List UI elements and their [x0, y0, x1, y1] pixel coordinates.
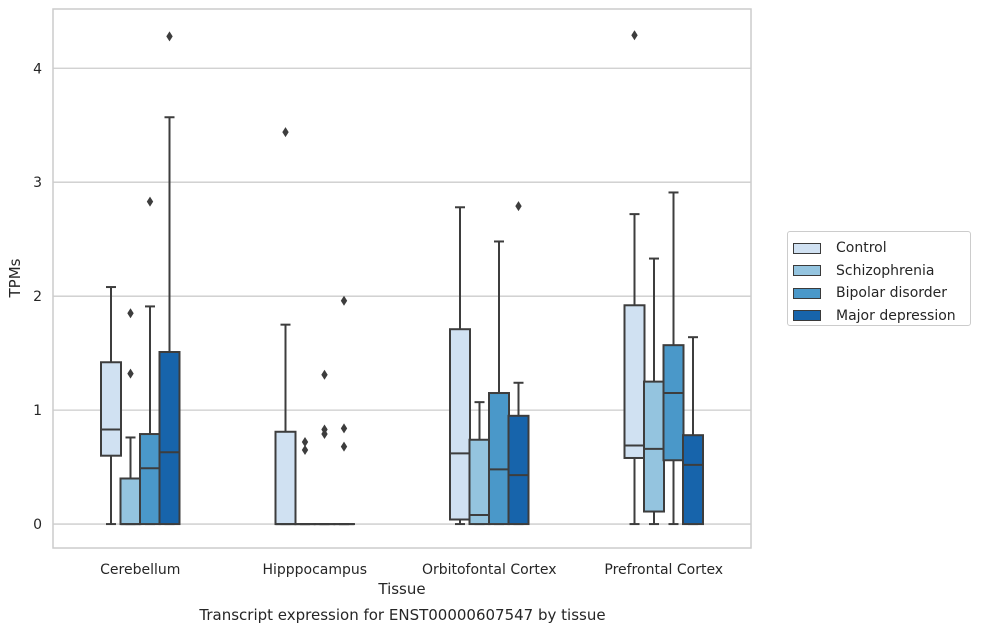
box-body [158, 351, 181, 526]
legend-item: Schizophrenia [793, 260, 970, 283]
box-body [139, 433, 161, 526]
legend-label: Major depression [836, 307, 956, 324]
box-0-1 [119, 308, 142, 526]
x-axis-label: Tissue [377, 580, 425, 598]
y-tick-label: 1 [33, 403, 42, 419]
box-2-0 [449, 206, 471, 526]
outlier-point [340, 441, 348, 452]
legend-swatch [793, 265, 821, 277]
box-2-1 [468, 401, 491, 526]
y-tick-label: 2 [33, 289, 42, 305]
outlier-point [166, 31, 173, 42]
y-axis-label: TPMs [6, 258, 24, 298]
box-1-0 [274, 127, 297, 526]
box-body [119, 477, 142, 526]
legend-item: Bipolar disorder [793, 282, 970, 305]
box-3-2 [662, 191, 685, 526]
box-body [449, 328, 471, 521]
boxes [100, 30, 704, 526]
legend-label: Control [836, 240, 887, 257]
y-tick-label: 4 [33, 61, 42, 77]
outlier-point [631, 30, 638, 41]
x-tick-label: Hipppocampus [262, 562, 367, 578]
box-body [468, 438, 491, 526]
legend: Control Schizophrenia Bipolar disorder M… [787, 231, 971, 326]
y-tick-label: 0 [33, 517, 42, 533]
outlier-point [321, 369, 328, 380]
x-tick-label: Orbitofontal Cortex [422, 562, 557, 578]
x-tick-label: Prefrontal Cortex [604, 562, 723, 578]
legend-swatch [793, 310, 821, 322]
box-3-1 [643, 257, 665, 526]
box-2-3 [507, 201, 530, 526]
box-body [643, 380, 665, 513]
outlier-point [301, 437, 309, 448]
legend-item: Major depression [793, 305, 970, 328]
outlier-point [146, 196, 154, 207]
box-body [623, 304, 646, 459]
legend-label: Schizophrenia [836, 262, 935, 279]
outlier-point [340, 295, 348, 306]
outlier-point [340, 423, 348, 434]
legend-item: Control [793, 237, 970, 260]
box-body [507, 414, 530, 526]
legend-swatch [793, 242, 821, 254]
box-body [100, 361, 122, 457]
box-1-1 [294, 437, 316, 526]
box-3-0 [623, 30, 646, 526]
outlier-point [321, 424, 328, 435]
outlier-point [127, 368, 134, 379]
y-tick-label: 3 [33, 175, 42, 191]
chart-caption: Transcript expression for ENST0000060754… [199, 606, 606, 624]
outlier-point [301, 445, 309, 455]
box-3-3 [682, 336, 704, 526]
box-body [662, 344, 685, 462]
box-0-3 [158, 31, 181, 526]
legend-label: Bipolar disorder [836, 285, 948, 302]
box-1-3 [333, 295, 355, 526]
box-2-2 [488, 240, 510, 526]
box-0-0 [100, 286, 122, 526]
outlier-point [282, 127, 289, 138]
x-tick-label: Cerebellum [100, 562, 180, 578]
outlier-point [515, 201, 522, 212]
tick-labels: 0 1 2 3 4 Cerebellum Hipppocampus Orbitofontal … [33, 61, 723, 578]
box-1-2 [313, 369, 336, 526]
box-body [682, 434, 704, 526]
legend-swatch [793, 287, 821, 299]
box-0-2 [139, 196, 161, 526]
box-body [274, 430, 297, 526]
box-body [488, 392, 510, 526]
outlier-point [127, 308, 134, 319]
plot-frame [52, 8, 752, 549]
